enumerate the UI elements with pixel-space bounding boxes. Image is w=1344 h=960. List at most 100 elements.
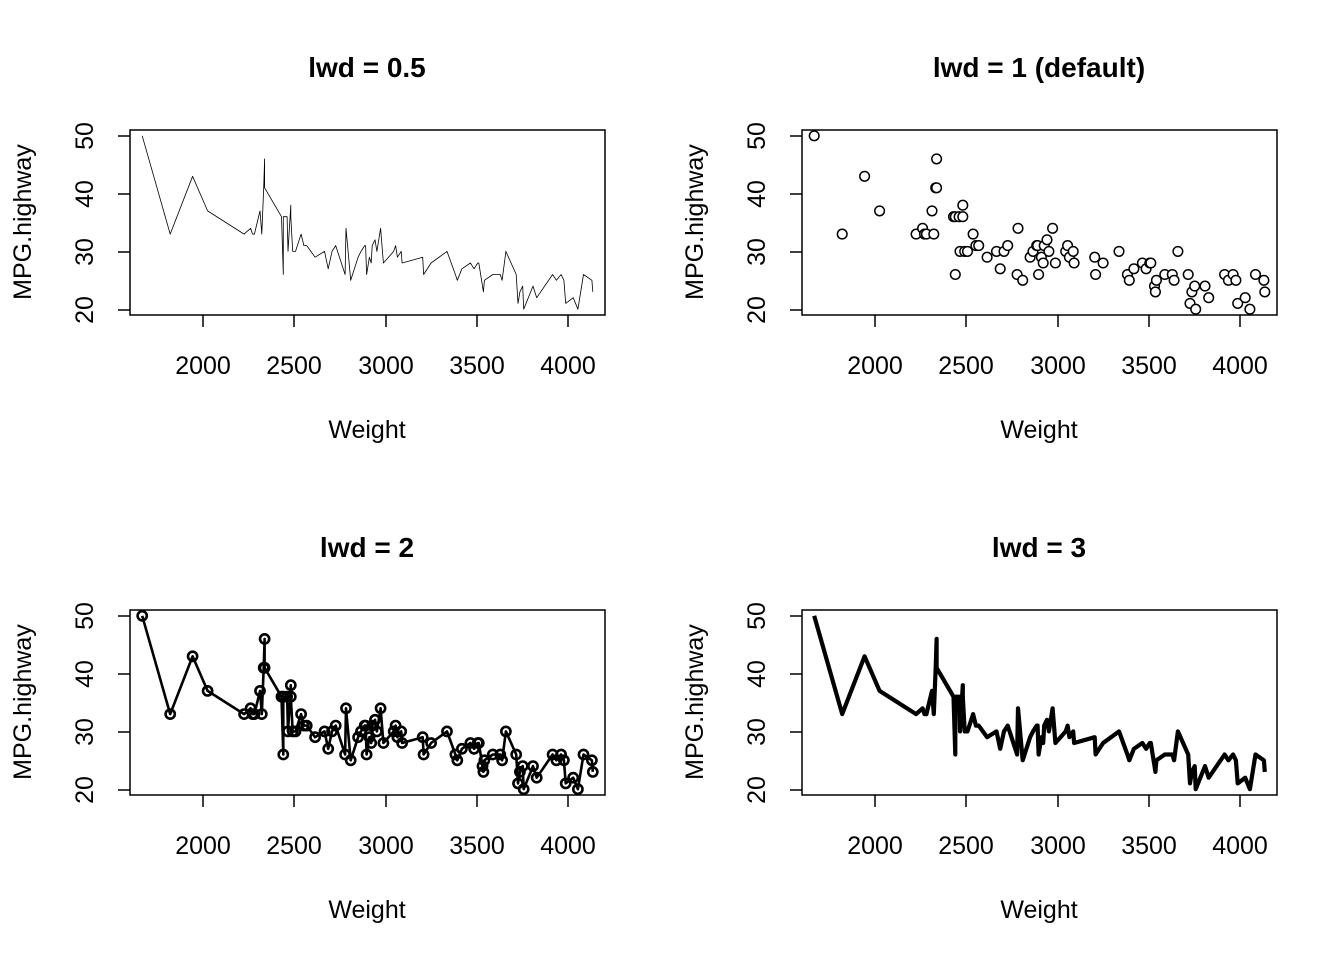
panel-1-xtick-label-0: 2000 [175, 352, 231, 380]
panel-3-data-point [255, 708, 268, 720]
panel-4-xtick-label-3: 3500 [1121, 832, 1177, 860]
panel-4-xtick-label-2: 3000 [1030, 832, 1086, 860]
panel-2-data-point [1168, 274, 1180, 286]
panel-2-data-point [1249, 268, 1262, 281]
panel-2-data-point [1113, 245, 1125, 257]
panel-4-plot-box [801, 609, 1278, 796]
panel-2-data-point [1182, 268, 1194, 281]
panel-2-ylabel: MPG.highway [681, 144, 709, 300]
panel-3-xtick-label-0: 2000 [175, 832, 231, 860]
panel-1-xtick-label-2: 3000 [358, 352, 414, 380]
panel-1: lwd = 0.5 Weight MPG.highway 2000 2500 3… [9, 52, 606, 444]
panel-1-ylabel: MPG.highway [9, 144, 37, 300]
panel-3-data-point [555, 748, 567, 761]
panel-2-data-point [1172, 245, 1184, 257]
panel-3-data-point [416, 731, 429, 744]
panel-3-data-point [322, 742, 335, 755]
panel-3-data-point [478, 754, 491, 767]
panel-3-data-point [514, 766, 526, 778]
panel-3-data-point [377, 737, 390, 749]
panel-2-data-point [1150, 274, 1162, 286]
panel-2-data-point [1189, 280, 1201, 292]
panel-3-data-point [530, 771, 543, 784]
panel-3-data-point [365, 737, 378, 749]
panel-3-data-point [369, 713, 381, 726]
panel-3-data-point [284, 679, 297, 692]
panel-4-xtick-label-1: 2500 [938, 832, 994, 860]
panel-4-xtick-label-4: 4000 [1212, 832, 1268, 860]
panel-2-data-point [973, 240, 985, 252]
panel-2-data-point [928, 228, 940, 240]
panel-3-data-point [496, 754, 508, 767]
panel-2-data-point [961, 245, 974, 257]
panel-3-data-point [476, 760, 489, 772]
panel-2-xtick-label-2: 3000 [1030, 352, 1086, 380]
panel-3-data-marks [136, 609, 599, 796]
panel-2-data-point [1239, 292, 1251, 304]
panel-3-data-point [472, 737, 485, 749]
panel-3-data-point [277, 690, 290, 703]
panel-2-xtick-label-4: 4000 [1212, 352, 1268, 380]
panel-3-plot-box [129, 609, 606, 796]
panel-2-data-point [1203, 292, 1215, 304]
panel-2-xtick-label-3: 3500 [1121, 352, 1177, 380]
panel-3-data-point [344, 754, 357, 767]
panel-3-xtick-label-3: 3500 [449, 832, 505, 860]
panel-2-data-point [1230, 274, 1242, 286]
panel-2-data-point [808, 130, 820, 142]
panel-3-data-point [486, 748, 499, 761]
panel-2-data-point [931, 153, 943, 165]
panel-4-xtick-label-0: 2000 [847, 832, 903, 860]
panel-4: lwd = 3 Weight MPG.highway 2000 2500 300… [681, 532, 1278, 924]
panel-4-xlabel: Weight [1000, 896, 1077, 924]
panel-3-data-point [425, 737, 437, 749]
panel-3-xtick-label-4: 4000 [540, 832, 596, 860]
panel-4-ytick-label-3: 50 [743, 602, 771, 630]
panel-3-data-point [318, 725, 331, 738]
panel-3-data-point [254, 685, 266, 697]
panel-2-data-point [981, 251, 993, 263]
panel-3-data-point [559, 777, 572, 790]
panel-1-data-marks [141, 135, 594, 310]
panel-2-data-point [931, 182, 943, 194]
panel-4-ytick-label-0: 20 [743, 776, 771, 804]
panel-3-data-point [586, 766, 599, 778]
panel-4-y-axis: 20 30 40 50 [743, 602, 802, 804]
panel-3-data-point [558, 754, 570, 767]
panel-2-data-point [1232, 297, 1244, 309]
panel-3-xtick-label-2: 3000 [358, 832, 414, 860]
panel-2-ytick-label-3: 50 [743, 122, 771, 150]
panel-3-data-point [340, 702, 352, 715]
panel-2-data-point [1097, 257, 1109, 269]
panel-3-title: lwd = 2 [320, 532, 414, 563]
panel-2-data-point [1033, 268, 1045, 281]
panel-2-data-point [1199, 280, 1211, 292]
panel-2-data-point [1123, 274, 1135, 286]
panel-3-ytick-label-2: 40 [71, 660, 99, 688]
panel-2: lwd = 1 (default) Weight MPG.highway 200… [681, 52, 1278, 444]
panel-3-data-point [329, 719, 342, 732]
panel-3-data-point [281, 690, 293, 703]
panel-3: lwd = 2 Weight MPG.highway 2000 2500 300… [9, 532, 606, 924]
panel-2-xtick-label-0: 2000 [847, 352, 903, 380]
panel-3-data-point [352, 731, 364, 744]
panel-2-data-point [874, 205, 886, 217]
panel-3-data-point [527, 760, 539, 772]
panel-2-data-point [1047, 222, 1059, 234]
panel-3-data-point [370, 725, 383, 738]
panel-2-y-axis: 20 30 40 50 [743, 122, 802, 324]
panel-4-ytick-label-1: 30 [743, 718, 771, 746]
panel-2-data-point [1049, 257, 1061, 269]
panel-3-data-point [295, 708, 307, 720]
panel-3-data-point [359, 719, 372, 732]
panel-2-data-point [1067, 245, 1079, 257]
panel-1-xlabel: Weight [328, 416, 405, 444]
panel-3-ylabel: MPG.highway [9, 624, 37, 780]
panel-3-x-axis: 2000 2500 3000 3500 4000 [175, 795, 596, 860]
panel-1-plot-box [129, 129, 606, 316]
panel-3-data-point [289, 725, 302, 738]
panel-2-ytick-label-0: 20 [743, 296, 771, 324]
panel-3-data-point [510, 748, 523, 761]
panel-3-data-point [586, 754, 598, 767]
panel-2-data-point [1043, 245, 1055, 257]
